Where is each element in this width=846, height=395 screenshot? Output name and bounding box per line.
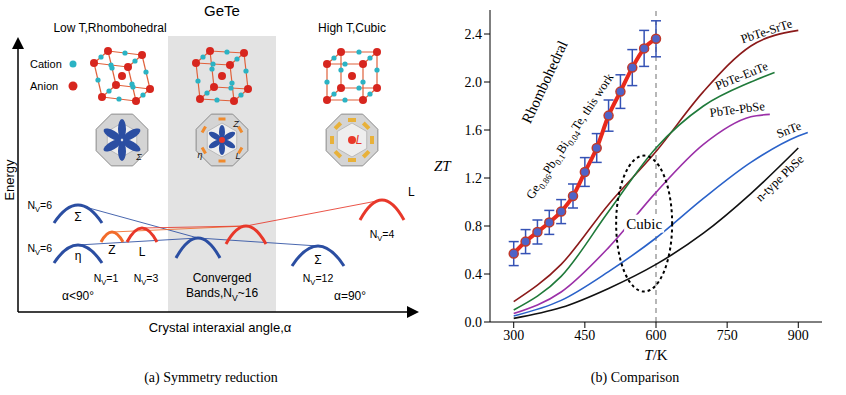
svg-text:NV=12: NV=12 bbox=[303, 272, 334, 287]
svg-text:0.8: 0.8 bbox=[465, 219, 483, 234]
svg-text:L: L bbox=[139, 245, 146, 259]
svg-text:Rhombohedral: Rhombohedral bbox=[518, 38, 570, 126]
svg-text:0.4: 0.4 bbox=[465, 267, 483, 282]
html-text:Pb: Pb bbox=[540, 157, 559, 177]
svg-text:L: L bbox=[356, 133, 363, 147]
svg-text:Σ: Σ bbox=[135, 152, 142, 162]
svg-text:L: L bbox=[408, 185, 415, 199]
html-text:0.1: 0.1 bbox=[552, 152, 568, 167]
html-text:(b) Comparison: (b) Comparison bbox=[590, 370, 680, 385]
svg-text:NV=4: NV=4 bbox=[370, 228, 395, 243]
svg-text:750: 750 bbox=[717, 328, 738, 343]
svg-text:450: 450 bbox=[574, 328, 595, 343]
svg-text:NV=6: NV=6 bbox=[27, 199, 52, 214]
svg-text:α<90°: α<90° bbox=[62, 289, 94, 303]
svg-text:Crystal interaxial angle,α: Crystal interaxial angle,α bbox=[149, 320, 292, 335]
html-text:0.86: 0.86 bbox=[536, 172, 554, 192]
svg-text:α=90°: α=90° bbox=[334, 289, 366, 303]
svg-text:n-type PbSe: n-type PbSe bbox=[753, 152, 807, 205]
html-text:Te, this work: Te, this work bbox=[568, 70, 617, 134]
svg-text:1.6: 1.6 bbox=[465, 123, 483, 138]
svg-text:η: η bbox=[198, 150, 203, 160]
svg-text:Low T,Rhombohedral: Low T,Rhombohedral bbox=[53, 21, 166, 35]
svg-text:300: 300 bbox=[503, 328, 524, 343]
svg-text:Anion: Anion bbox=[30, 80, 58, 92]
svg-text:0.0: 0.0 bbox=[465, 315, 483, 330]
svg-text:1.2: 1.2 bbox=[465, 171, 483, 186]
svg-text:Cation: Cation bbox=[30, 58, 62, 70]
html-text:(a) Symmetry reduction: (a) Symmetry reduction bbox=[144, 370, 278, 385]
svg-text:NV=1: NV=1 bbox=[94, 272, 119, 287]
svg-text:Σ: Σ bbox=[74, 210, 81, 224]
svg-text:SnTe: SnTe bbox=[774, 119, 803, 141]
svg-text:GeTe: GeTe bbox=[204, 2, 240, 19]
svg-text:2.4: 2.4 bbox=[465, 27, 483, 42]
svg-text:NV=6: NV=6 bbox=[27, 242, 52, 257]
svg-text:L: L bbox=[235, 151, 240, 161]
svg-text:Cubic: Cubic bbox=[626, 216, 662, 232]
svg-text:PbTe-PbSe: PbTe-PbSe bbox=[709, 99, 766, 120]
svg-text:Z: Z bbox=[108, 243, 115, 257]
html-text:Bi: Bi bbox=[553, 138, 572, 157]
svg-text:Bands,NV~16: Bands,NV~16 bbox=[186, 286, 258, 303]
svg-text:Σ: Σ bbox=[314, 253, 321, 267]
svg-text:900: 900 bbox=[788, 328, 809, 343]
svg-text:PbTe-EuTe: PbTe-EuTe bbox=[713, 59, 770, 93]
svg-text:η: η bbox=[75, 249, 82, 263]
svg-text:2.0: 2.0 bbox=[465, 75, 483, 90]
html-text:0.04: 0.04 bbox=[565, 129, 583, 148]
svg-text:High T,Cubic: High T,Cubic bbox=[318, 21, 386, 35]
html-text:Ge: Ge bbox=[523, 181, 543, 202]
svg-text:ZT: ZT bbox=[434, 158, 452, 174]
svg-text:Energy: Energy bbox=[2, 159, 17, 201]
svg-text:T/K: T/K bbox=[644, 347, 668, 363]
svg-text:Z: Z bbox=[232, 119, 239, 129]
svg-text:NV=3: NV=3 bbox=[134, 272, 159, 287]
svg-text:Converged: Converged bbox=[193, 271, 252, 285]
svg-text:600: 600 bbox=[646, 328, 667, 343]
svg-text:PbTe-SrTe: PbTe-SrTe bbox=[739, 16, 794, 46]
